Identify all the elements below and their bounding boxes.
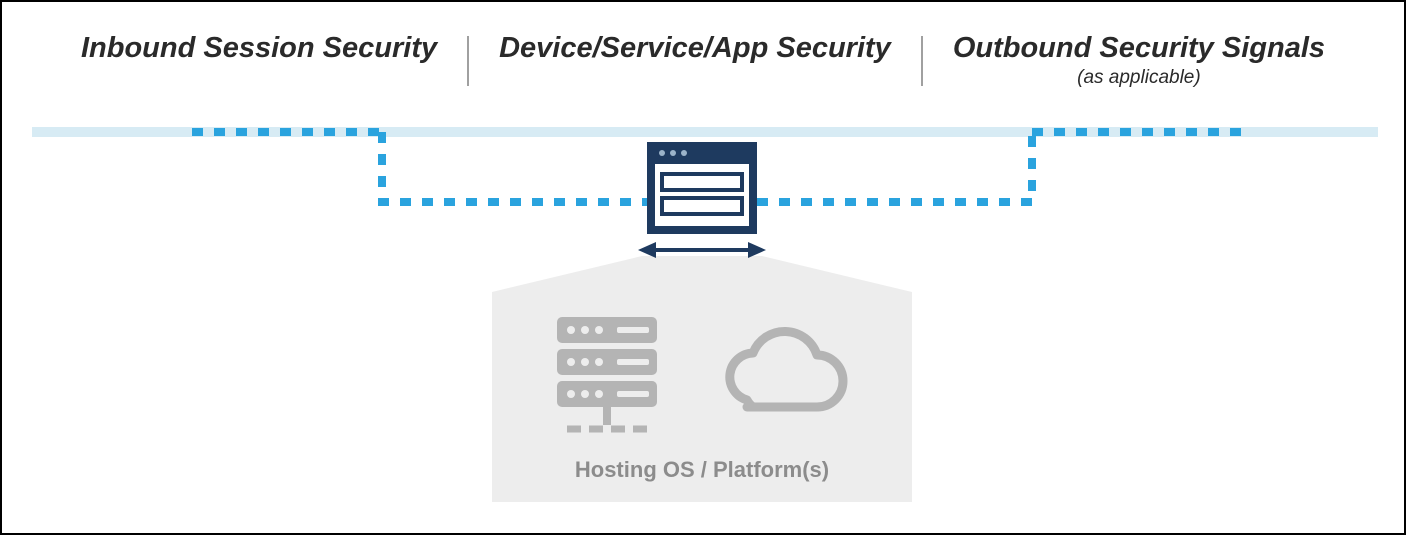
platform-label: Hosting OS / Platform(s) [492, 457, 912, 483]
app-window-icon [647, 142, 757, 234]
width-arrow [638, 242, 766, 258]
diagram-frame: Inbound Session Security Device/Service/… [0, 0, 1406, 535]
dotted-flow [382, 132, 647, 202]
platform-trapezoid [492, 256, 912, 292]
dotted-flow-right [757, 132, 1032, 202]
diagram-svg [2, 2, 1406, 535]
